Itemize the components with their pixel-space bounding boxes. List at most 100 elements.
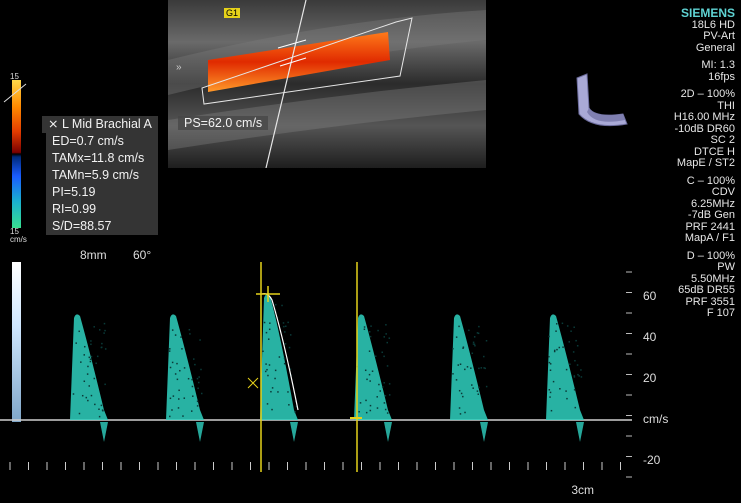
speckle [383,356,385,358]
speckle [294,411,296,413]
speckle [184,367,186,369]
speckle [184,397,186,399]
speckle [101,405,103,407]
speckle [464,369,466,371]
colorbar-pointer [0,80,40,120]
speckle [268,338,270,340]
info-line: SC 2 [625,135,735,147]
info-line: CDV [625,187,735,199]
speckle [82,395,84,397]
speckle [84,381,86,383]
speckle [198,376,200,378]
speckle [275,370,277,372]
speckle [170,367,172,369]
speckle [99,416,101,418]
speckle [365,370,367,372]
speckle [274,378,276,380]
speckle [86,397,88,399]
speckle [369,374,371,376]
speckle [568,341,570,343]
speckle [478,393,480,395]
speckle [386,342,388,344]
speckle [574,376,576,378]
measurement-box: ⨯ L Mid Brachial A ED=0.7 cm/s TAMx=11.8 … [42,116,158,235]
speckle [551,410,553,412]
speckle [271,409,273,411]
speckle [459,390,461,392]
speckle [478,368,480,370]
speckle [474,345,476,347]
info-line: 16fps [625,72,735,84]
speckle [360,402,362,404]
speckle [550,363,552,365]
measurement-row: ED=0.7 cm/s [46,133,158,150]
speckle [478,326,480,328]
speckle [79,413,81,415]
speckle [458,326,460,328]
speckle [483,367,485,369]
speckle [573,326,575,328]
speckle [389,394,391,396]
speckle [88,385,90,387]
speckle [575,407,577,409]
speckle [192,395,194,397]
speckle [272,387,274,389]
speckle [269,322,271,324]
speckle [267,375,269,377]
speckle [89,357,91,359]
speckle [285,326,287,328]
speckle [87,400,89,402]
bookmark-g1[interactable]: G1 [224,8,240,18]
speckle [284,363,286,365]
speckle [171,409,173,411]
brand-logo: SIEMENS [625,8,735,20]
speckle [90,344,92,346]
speckle [377,407,379,409]
info-line: PV-Art [625,31,735,43]
speckle [358,411,360,413]
speckle [277,391,279,393]
speckle [554,350,556,352]
speckle [483,356,485,358]
speckle [474,336,476,338]
caliper-x [248,378,258,388]
speckle [377,330,379,332]
speckle [78,331,80,333]
speckle [194,364,196,366]
speckle [459,407,461,409]
speckle [269,329,271,331]
speckle [267,403,269,405]
speckle [477,390,479,392]
speckle [567,325,569,327]
speckle [172,362,174,364]
speckle [281,305,283,307]
left-marker: » [176,62,182,73]
speckle [182,415,184,417]
speckle [177,379,179,381]
scale-label: 3cm [571,483,594,497]
speckle [380,390,382,392]
info-line: 2D – 100% [625,89,735,101]
speckle [387,412,389,414]
speckle [189,329,191,331]
speckle [97,356,99,358]
speckle [369,380,371,382]
measurement-row: S/D=88.57 [46,218,158,235]
speckle [283,322,285,324]
speckle [566,398,568,400]
speckle [262,351,264,353]
velocity-tick-label: cm/s [643,412,668,426]
speckle [198,382,200,384]
speckle [275,304,277,306]
speckle [290,334,292,336]
speckle [91,395,93,397]
speckle [266,332,268,334]
speckle [265,363,267,365]
speckle [192,386,194,388]
speckle [90,340,92,342]
speckle [103,332,105,334]
speckle [369,331,371,333]
speckle [173,395,175,397]
speckle [549,389,551,391]
speckle [99,329,101,331]
